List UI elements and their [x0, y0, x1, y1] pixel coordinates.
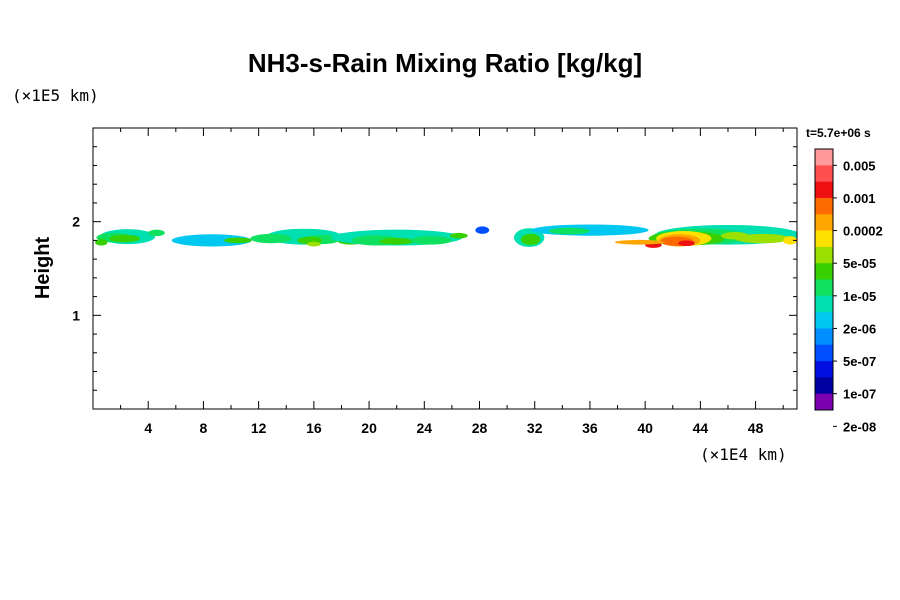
cloud-cell-2 — [109, 234, 140, 243]
x-tick-label: 36 — [582, 420, 598, 436]
colorbar-swatch — [815, 344, 833, 362]
x-tick-label: 28 — [472, 420, 488, 436]
cloud-cell-11 — [306, 241, 321, 247]
colorbar-swatch — [815, 149, 833, 166]
x-tick-label: 44 — [693, 420, 709, 436]
colorbar-swatch — [815, 393, 833, 411]
x-tick-label: 40 — [637, 420, 653, 436]
cloud-cell-17 — [449, 232, 468, 239]
colorbar-swatch — [815, 214, 833, 231]
colorbar-frame — [814, 148, 834, 411]
mixing-ratio-field — [95, 224, 797, 248]
x-tick-label: 24 — [417, 420, 433, 436]
chart-title: NH3-s-Rain Mixing Ratio [kg/kg] — [247, 48, 643, 78]
colorbar-swatch — [815, 181, 833, 199]
colorbar-label: 1e-05 — [843, 289, 876, 304]
x-tick-label: 12 — [251, 420, 267, 436]
cloud-cell-3 — [95, 238, 108, 246]
cloud-cell-20 — [520, 233, 541, 246]
cloud-cell-34 — [783, 236, 797, 245]
cloud-cell-5 — [171, 234, 252, 247]
colorbar-label: 5e-07 — [843, 354, 876, 369]
colorbar-label: 5e-05 — [843, 256, 876, 271]
colorbar-swatch — [815, 279, 833, 297]
cloud-cell-16 — [410, 236, 452, 245]
colorbar-label: 2e-06 — [843, 321, 876, 336]
colorbar-label: 0.005 — [843, 158, 876, 173]
time-label: t=5.7e+06 s — [806, 126, 871, 140]
y-tick-label: 1 — [72, 307, 80, 323]
cloud-cell-8 — [250, 233, 292, 244]
cloud-cell-6 — [224, 237, 252, 244]
colorbar-label: 0.001 — [843, 191, 876, 206]
x-tick-label: 8 — [200, 420, 208, 436]
colorbar-swatch — [815, 328, 833, 346]
cloud-cell-33 — [721, 231, 749, 240]
x-tick-label: 20 — [361, 420, 377, 436]
cloud-cell-4 — [148, 229, 165, 237]
colorbar-swatch — [815, 377, 833, 394]
x-tick-label: 4 — [144, 420, 152, 436]
cloud-cell-32 — [614, 239, 665, 245]
cloud-cell-18 — [475, 226, 490, 234]
cloud-cell-21 — [531, 224, 649, 236]
y-tick-label: 2 — [72, 214, 80, 230]
cloud-cell-31 — [678, 240, 695, 247]
cloud-cell-15 — [379, 238, 414, 245]
colorbar-label: 0.0002 — [843, 224, 883, 239]
colorbar-label: 1e-07 — [843, 387, 876, 402]
colorbar-swatch — [815, 263, 833, 280]
x-tick-label: 32 — [527, 420, 543, 436]
colorbar-swatch — [815, 295, 833, 313]
colorbar-swatch — [815, 246, 833, 264]
cloud-cell-22 — [548, 227, 590, 235]
y-axis-title: Height — [32, 237, 54, 300]
colorbar-swatch — [815, 197, 833, 215]
colorbar-label: 2e-08 — [843, 419, 876, 434]
cloud-cell-26 — [734, 233, 791, 244]
x-tick-label: 16 — [306, 420, 322, 436]
colorbar-swatch — [815, 165, 833, 182]
colorbar-swatch — [815, 230, 833, 248]
colorbar-swatch — [815, 312, 833, 329]
x-tick-label: 48 — [748, 420, 764, 436]
colorbar: 0.005 0.001 0.0002 5e-05 1e-05 2e-06 5e-07 1e-0… — [814, 148, 883, 434]
x-unit-label: (×1E4 km) — [700, 445, 787, 464]
y-unit-label: (×1E5 km) — [12, 86, 99, 105]
colorbar-swatch — [815, 361, 833, 378]
plot-frame — [92, 127, 798, 410]
